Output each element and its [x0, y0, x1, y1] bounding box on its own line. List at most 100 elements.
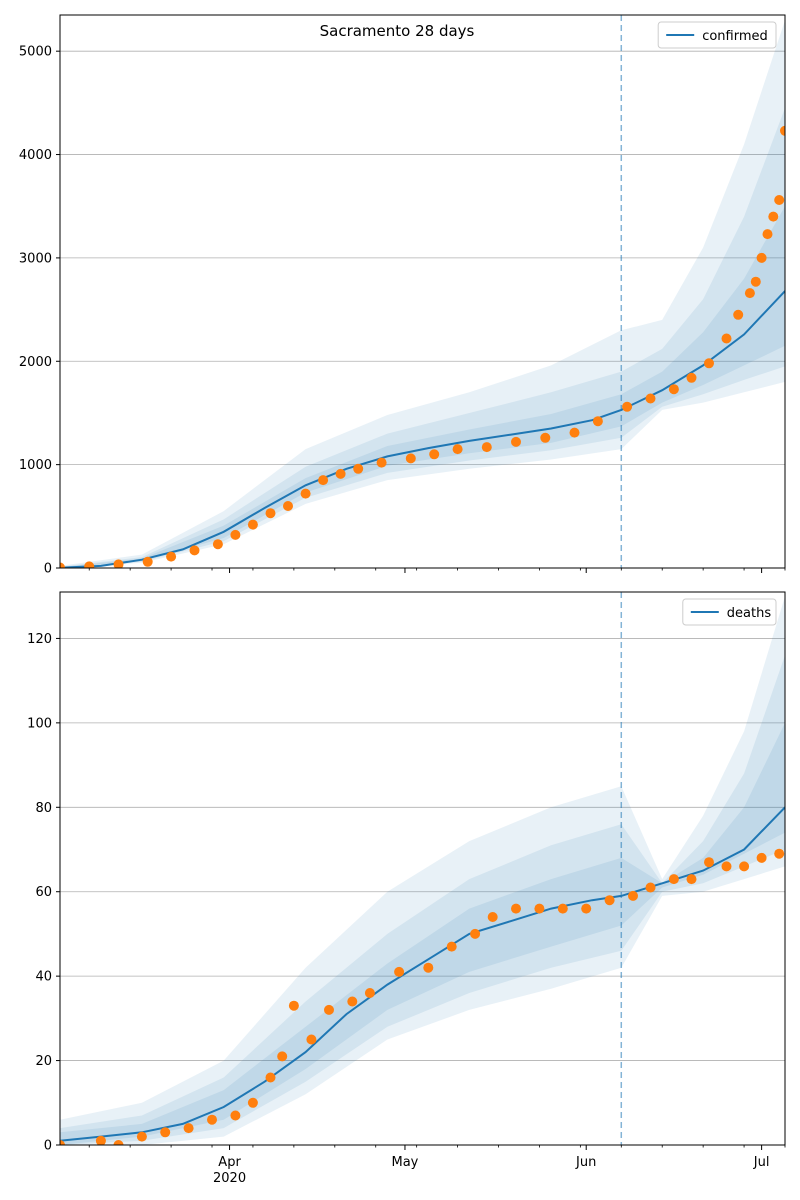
data-point	[686, 372, 697, 383]
data-point	[364, 988, 375, 998]
model-line	[60, 290, 785, 568]
x-tick-label: May	[392, 1155, 419, 1170]
data-point	[622, 401, 633, 412]
data-point	[60, 562, 65, 568]
legend-frame	[657, 21, 777, 49]
data-point	[160, 1127, 171, 1138]
data-point	[470, 928, 481, 939]
data-point	[487, 912, 498, 922]
y-tick-label: 1000	[19, 458, 52, 473]
data-point	[581, 903, 592, 914]
uncertainty-band-1	[60, 20, 785, 568]
data-point	[780, 125, 785, 136]
data-point	[756, 852, 767, 863]
data-point	[300, 488, 311, 499]
data-point	[540, 432, 551, 443]
y-tick-label: 5000	[19, 45, 52, 60]
data-point	[744, 288, 755, 299]
data-point	[592, 416, 603, 427]
data-point	[668, 874, 679, 885]
data-point	[335, 468, 346, 479]
y-tick-label: 40	[35, 970, 52, 985]
legend-label: confirmed	[702, 29, 768, 44]
data-point	[511, 436, 521, 447]
data-point	[113, 559, 124, 568]
data-point	[557, 903, 568, 914]
data-point	[721, 861, 732, 872]
data-point	[84, 561, 95, 568]
data-point	[429, 449, 440, 460]
data-point	[628, 890, 638, 901]
data-point	[446, 941, 457, 952]
data-point	[183, 1123, 194, 1134]
x-tick-label: Jun	[575, 1155, 596, 1170]
data-point	[113, 1140, 124, 1145]
data-point	[756, 252, 767, 263]
x-tick-sublabel: 2020	[213, 1171, 246, 1186]
x-tick-label: Apr	[218, 1155, 241, 1170]
data-point	[265, 1072, 276, 1083]
uncertainty-band-2	[60, 655, 785, 1145]
y-tick-label: 3000	[19, 251, 52, 266]
data-point	[668, 384, 679, 395]
data-point	[265, 508, 276, 519]
chart-title: Sacramento 28 days	[320, 22, 475, 40]
data-point	[212, 539, 223, 550]
y-tick-label: 60	[35, 885, 52, 900]
data-point	[306, 1034, 317, 1045]
uncertainty-band-2	[60, 108, 785, 568]
data-point	[283, 501, 293, 511]
y-tick-label: 100	[27, 716, 52, 731]
data-point	[95, 1135, 106, 1145]
legend-frame	[682, 598, 777, 626]
data-point	[376, 457, 387, 468]
data-point	[423, 962, 434, 973]
plot-area	[60, 596, 785, 1145]
data-point	[247, 1097, 258, 1108]
data-point	[277, 1051, 288, 1062]
y-tick-label: 4000	[19, 148, 52, 163]
data-point	[686, 874, 697, 885]
data-point	[247, 519, 258, 530]
data-point	[774, 195, 785, 205]
y-tick-label: 0	[44, 1139, 52, 1154]
data-point	[207, 1114, 217, 1125]
legend-label: deaths	[727, 606, 772, 621]
data-point	[230, 529, 241, 540]
uncertainty-band-3	[60, 206, 785, 568]
data-point	[733, 309, 744, 320]
plot-area	[60, 20, 785, 568]
y-tick-label: 0	[44, 562, 52, 577]
legend: deaths	[682, 598, 777, 626]
data-point	[762, 229, 773, 240]
data-point	[318, 475, 329, 486]
data-point	[394, 966, 405, 977]
uncertainty-band-1	[60, 596, 785, 1145]
data-point	[774, 848, 785, 859]
data-point	[534, 903, 545, 914]
y-tick-label: 80	[35, 801, 52, 816]
data-point	[739, 861, 750, 872]
data-point	[405, 453, 416, 464]
data-point	[452, 444, 463, 455]
data-point	[60, 1140, 65, 1145]
data-point	[645, 393, 656, 404]
data-point	[230, 1110, 241, 1121]
data-point	[721, 333, 732, 344]
data-point	[750, 276, 761, 287]
data-point	[704, 358, 714, 369]
data-point	[604, 895, 615, 906]
data-point	[768, 211, 779, 222]
axes-frame	[59, 14, 786, 569]
axes-frame	[59, 591, 786, 1146]
data-point	[142, 556, 153, 567]
data-point	[347, 996, 358, 1007]
data-point	[189, 545, 200, 556]
data-point	[645, 882, 656, 893]
data-point	[288, 1000, 299, 1011]
x-tick-label: Jul	[753, 1155, 770, 1170]
confirmed-panel: 0 1000 2000 3000 4000 5000 confirmed	[19, 14, 786, 577]
y-tick-label: 120	[27, 632, 52, 647]
data-point	[353, 463, 364, 474]
